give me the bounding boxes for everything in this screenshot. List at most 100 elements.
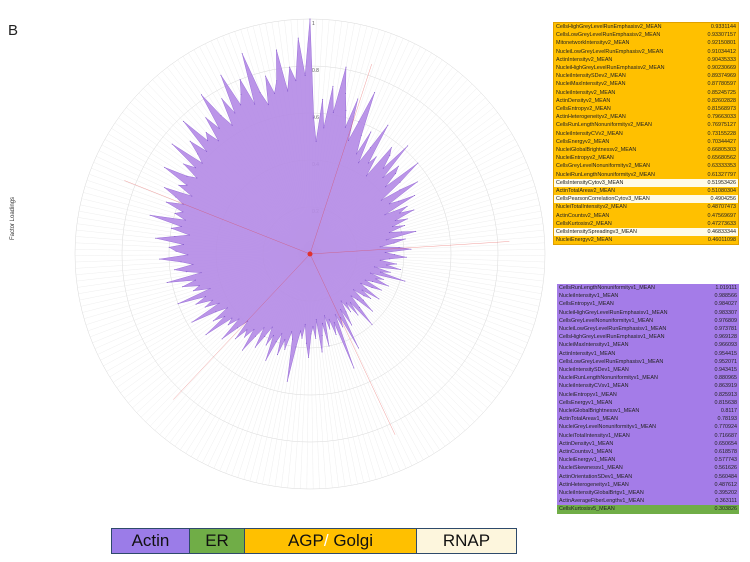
data-point	[180, 225, 182, 227]
legend-actin-label: Actin	[131, 531, 170, 550]
legend-er: ER	[190, 529, 245, 553]
data-point	[335, 333, 337, 335]
top-table-value-cell: 0.90435333	[707, 56, 736, 63]
bottom-table-feature-cell: CellsLowGreyLevelRunEmphasisv1_MEAN	[559, 358, 664, 365]
bottom-table-value-cell: 0.825913	[714, 391, 737, 398]
bottom-table-row: NucleiTotalIntensityv1_MEAN 0.716687	[557, 431, 739, 440]
data-point	[399, 212, 401, 214]
data-point	[241, 53, 243, 55]
top-table-value-cell: 0.90230669	[707, 65, 736, 72]
data-point	[345, 66, 347, 68]
data-point	[375, 156, 377, 158]
data-point	[287, 90, 289, 92]
data-point	[380, 271, 382, 273]
data-point	[340, 300, 342, 302]
data-point	[414, 194, 416, 196]
data-point	[397, 165, 399, 167]
top-table-feature-cell: NucleiTotalIntensityv2_MEAN	[556, 204, 627, 211]
bottom-table-row: NucleiGreyLevelNonuniformityv1_MEAN 0.770…	[557, 423, 739, 432]
top-table-row: CellsEnergyv2_MEAN 0.70344427	[553, 137, 739, 147]
data-point	[392, 226, 394, 228]
top-table-feature-cell: CellsKurtosisv2_MEAN	[556, 220, 612, 227]
data-point	[239, 78, 241, 80]
bottom-table-row: ActinHeterogeneityv1_MEAN 0.487612	[557, 480, 739, 490]
data-point	[370, 297, 372, 299]
top-table-row: NucleiEntropyv2_MEAN 0.65680562	[553, 154, 739, 163]
top-table-row: CellsEntropyv2_MEAN 0.81568973	[553, 105, 739, 114]
bottom-table-row: CellsEnergyv1_MEAN 0.815638	[557, 398, 739, 408]
bottom-table-value-cell: 1.019111	[715, 285, 737, 291]
data-point	[205, 117, 207, 119]
data-point	[187, 254, 189, 256]
bottom-table-feature-cell: CellsGreyLevelNonuniformityv1_MEAN	[559, 317, 654, 324]
data-point	[234, 112, 236, 114]
data-point	[276, 80, 278, 82]
legend-er-label: ER	[205, 531, 229, 550]
data-point	[345, 109, 347, 111]
data-point	[201, 162, 203, 164]
data-point	[175, 250, 177, 252]
data-point	[188, 234, 190, 236]
data-point	[375, 278, 377, 280]
bottom-table-feature-cell: NucleiIntensityv1_MEAN	[559, 293, 619, 300]
top-table-feature-cell: CellsPearsonCorrelationCytov3_MEAN	[556, 196, 650, 203]
data-point	[353, 289, 355, 291]
data-point	[212, 320, 214, 322]
bottom-table-feature-cell: CellsEnergyv1_MEAN	[559, 399, 613, 406]
top-table-feature-cell: CellsRunLengthNonuniformityv2_MEAN	[556, 122, 652, 129]
data-point	[166, 282, 168, 284]
data-point	[334, 314, 336, 316]
bottom-table-feature-cell: NucleiIntensitySDev1_MEAN	[559, 367, 629, 374]
data-point	[168, 246, 170, 248]
data-point	[389, 154, 391, 156]
data-point	[200, 94, 202, 96]
bottom-table-row: NucleiHighGreyLevelRunEmphasisv1_MEAN 0.9…	[557, 308, 739, 317]
top-table-feature-cell: CellsGreyLevelNonuniformityv2_MEAN	[556, 163, 651, 170]
data-point	[215, 311, 217, 313]
bottom-table-feature-cell: ActinAverageFiberLengthv1_MEAN	[559, 498, 644, 505]
data-point	[304, 74, 306, 76]
data-point	[295, 80, 297, 82]
bottom-table-row: ActinDensityv1_MEAN 0.650654	[557, 439, 739, 449]
bottom-table-row: NucleiMaxIntensityv1_MEAN 0.966093	[557, 341, 739, 350]
data-point	[275, 49, 277, 51]
top-table-row: CellsLowGreyLevelRunEmphasisv2_MEAN 0.933…	[553, 31, 739, 40]
data-point	[217, 140, 219, 142]
bottom-table-value-cell: 0.863919	[714, 383, 737, 390]
data-point	[380, 199, 382, 201]
data-point	[238, 318, 240, 320]
data-point	[205, 132, 207, 134]
data-point	[183, 120, 185, 122]
data-point	[384, 186, 386, 188]
top-table-row: ActinHeterogeneityv2_MEAN 0.79663033	[553, 113, 739, 122]
data-point	[231, 124, 233, 126]
data-point	[174, 269, 176, 271]
data-point	[220, 115, 222, 117]
top-table-row: CellsIntensityCytov3_MEAN 0.51953426	[553, 178, 739, 188]
radar-chart: 0.20.40.60.81	[74, 18, 546, 490]
data-point	[186, 271, 188, 273]
data-point	[164, 166, 166, 168]
data-point	[360, 134, 362, 136]
data-point	[221, 98, 223, 100]
top-table-row: NucleiGlobalBrightnessv2_MEAN 0.66805303	[553, 146, 739, 155]
data-point	[289, 66, 291, 68]
data-point	[231, 317, 233, 319]
data-point	[410, 248, 412, 250]
data-point	[370, 272, 372, 274]
data-point	[369, 147, 371, 149]
bottom-table-value-cell: 0.78193	[717, 416, 738, 423]
data-point	[255, 335, 257, 337]
legend-agp-label: AGP	[287, 531, 324, 550]
data-point	[237, 327, 239, 329]
data-point	[399, 269, 401, 271]
data-point	[192, 290, 194, 292]
data-point	[371, 324, 373, 326]
top-table-row: MitonetworkIntensityv2_MEAN 0.92150801	[553, 39, 739, 48]
data-point	[344, 126, 346, 128]
data-point	[357, 314, 359, 316]
data-point	[417, 162, 419, 164]
data-point	[384, 251, 386, 253]
bottom-table-row: CellsEntropyv1_MEAN 0.984027	[557, 300, 739, 309]
legend-agp-golgi: AGP / Golgi	[245, 529, 417, 553]
